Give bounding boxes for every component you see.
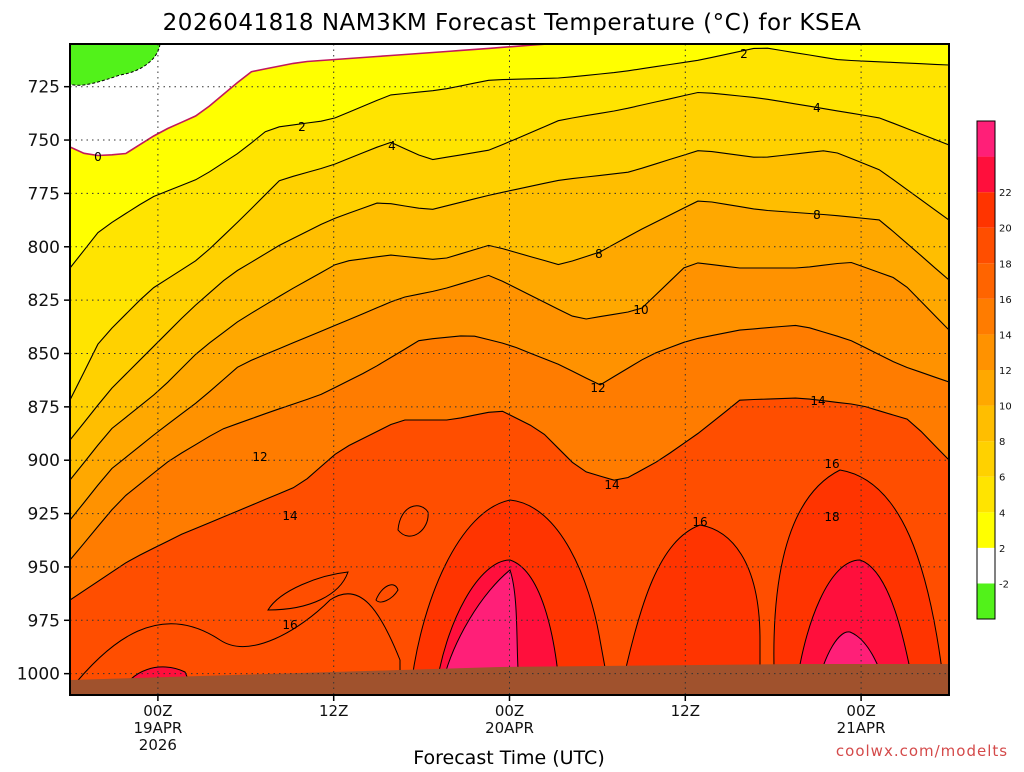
y-tick-label: 925 [28, 505, 60, 525]
contour-label: 8 [595, 247, 603, 261]
colorbar-swatch [977, 156, 995, 193]
colorbar-label: 10 [999, 402, 1012, 413]
contour-label: 16 [282, 618, 297, 632]
isotherm-12 [70, 324, 949, 561]
contour-label: 0 [94, 150, 102, 164]
isotherm-4 [70, 91, 949, 401]
colorbar-label: 2 [999, 544, 1005, 555]
colorbar-swatch [977, 192, 995, 228]
y-tick-label: 800 [28, 238, 60, 258]
credit-text: coolwx.com/modelts [836, 742, 1008, 760]
colorbar-swatch [977, 227, 995, 264]
fill-band-4 [70, 44, 949, 400]
contour-label: 4 [813, 101, 821, 115]
isotherm-0 [70, 44, 558, 157]
colorbar-label: 20 [999, 224, 1012, 235]
colorbar-label: 16 [999, 295, 1012, 306]
contour-label: 2 [740, 47, 748, 61]
colorbar-swatch [977, 583, 995, 619]
x-axis-label: Forecast Time (UTC) [413, 747, 604, 768]
y-axis: 725 750 775 800 825 850 875 900 925 950 975 1000 [17, 78, 70, 685]
colorbar-label: -2 [999, 579, 1009, 590]
isotherm-8 [70, 200, 949, 481]
y-tick-label: 975 [28, 611, 60, 631]
contour-label: 14 [810, 394, 825, 408]
contour-label: 18 [824, 510, 839, 524]
plot-area: 0 2 2 4 4 8 8 10 12 12 14 14 14 16 16 16 18 [70, 44, 949, 695]
ground-surface [70, 664, 949, 695]
colorbar-label: 6 [999, 473, 1005, 484]
contour-label: 16 [824, 457, 839, 471]
contour-island [375, 584, 399, 603]
contour-label: 10 [633, 303, 648, 317]
y-tick-label: 950 [28, 558, 60, 578]
y-tick-label: 900 [28, 451, 60, 471]
colorbar-label: 4 [999, 508, 1005, 519]
x-tick-label: 12Z [671, 702, 700, 720]
contour-island [267, 571, 349, 611]
colorbar-swatch [977, 441, 995, 477]
isotherm-6 [70, 150, 949, 441]
x-tick-label: 00Z [143, 702, 172, 720]
y-tick-label: 750 [28, 131, 60, 151]
colorbar-swatch [977, 405, 995, 442]
grid-lines [70, 44, 949, 695]
isotherm-2 [70, 47, 949, 269]
x-tick-label: 12Z [319, 702, 348, 720]
colorbar-swatch [977, 263, 995, 299]
warm-cell [439, 569, 521, 695]
cold-pocket [70, 44, 161, 86]
x-tick-label: 00Z [846, 702, 875, 720]
y-tick-label: 850 [28, 344, 60, 364]
contour-label: 12 [590, 381, 605, 395]
contour-label: 14 [282, 509, 297, 523]
colorbar-label: 8 [999, 437, 1005, 448]
ground-layer [70, 664, 949, 695]
colorbar-label: 18 [999, 259, 1012, 270]
contour-label: 16 [692, 515, 707, 529]
y-tick-label: 875 [28, 398, 60, 418]
contour-label: 4 [388, 139, 396, 153]
y-tick-label: 725 [28, 78, 60, 98]
x-tick-label: 2026 [139, 736, 177, 754]
colorbar-swatch [977, 121, 995, 157]
y-tick-label: 775 [28, 184, 60, 204]
colorbar-swatch [977, 334, 995, 370]
y-tick-label: 825 [28, 291, 60, 311]
colorbar: -2 2 4 6 8 10 12 14 16 18 20 22 [976, 120, 1012, 620]
x-tick-label: 21APR [837, 719, 886, 737]
y-tick-label: 1000 [17, 665, 60, 685]
contour-label: 12 [252, 450, 267, 464]
colorbar-swatch [977, 547, 995, 584]
x-tick-label: 20APR [485, 719, 534, 737]
colorbar-swatch [977, 476, 995, 513]
x-tick-label: 00Z [495, 702, 524, 720]
warm-cell [619, 524, 761, 695]
contour-island [397, 505, 429, 537]
x-tick-label: 19APR [133, 719, 182, 737]
colorbar-label: 14 [999, 330, 1012, 341]
colorbar-swatch [977, 370, 995, 406]
contour-label: 14 [604, 478, 619, 492]
colorbar-frame [976, 120, 996, 620]
contour-label: 8 [813, 208, 821, 222]
colorbar-label: 22 [999, 188, 1012, 199]
contour-label: 2 [298, 120, 306, 134]
colorbar-swatch [977, 298, 995, 335]
isotherm-10 [70, 261, 949, 521]
contour-lines [70, 44, 949, 611]
isotherm-14 [70, 397, 949, 601]
colorbar-label: 12 [999, 366, 1012, 377]
chart-title: 2026041818 NAM3KM Forecast Temperature (… [163, 10, 862, 36]
colorbar-swatch [977, 512, 995, 548]
fill-band-2 [70, 44, 949, 268]
contour-labels: 0 2 2 4 4 8 8 10 12 12 14 14 14 16 16 16 18 [94, 47, 839, 632]
